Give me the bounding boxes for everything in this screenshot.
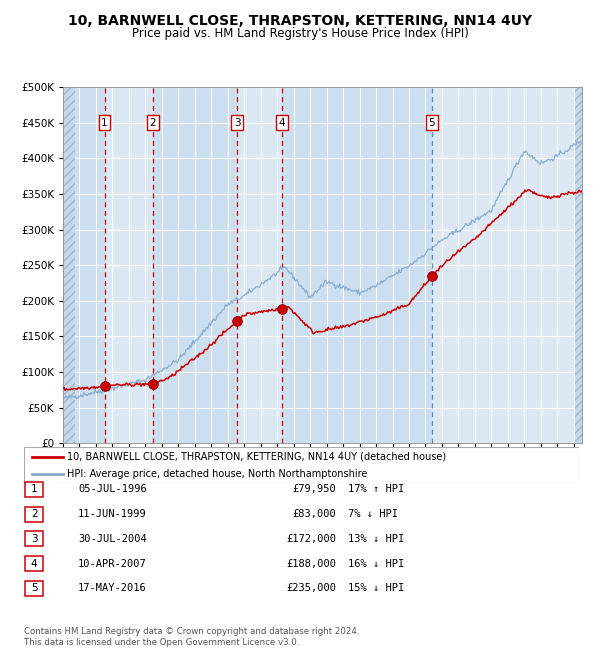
Text: 1: 1 [101,118,108,127]
Text: 16% ↓ HPI: 16% ↓ HPI [348,558,404,569]
Text: £83,000: £83,000 [292,509,336,519]
Text: 4: 4 [278,118,285,127]
FancyBboxPatch shape [25,556,43,571]
Bar [575,87,582,443]
Bar [238,87,281,443]
Bar [104,87,152,443]
FancyBboxPatch shape [25,506,43,522]
Text: 05-JUL-1996: 05-JUL-1996 [78,484,147,495]
Bar [152,87,238,443]
Text: 5: 5 [428,118,435,127]
Text: 15% ↓ HPI: 15% ↓ HPI [348,583,404,593]
Text: 4: 4 [31,558,38,569]
Bar [281,87,432,443]
FancyBboxPatch shape [24,447,579,484]
Text: 7% ↓ HPI: 7% ↓ HPI [348,509,398,519]
Text: 2: 2 [149,118,156,127]
Bar [74,87,104,443]
FancyBboxPatch shape [25,580,43,596]
Text: 13% ↓ HPI: 13% ↓ HPI [348,534,404,544]
Text: HPI: Average price, detached house, North Northamptonshire: HPI: Average price, detached house, Nort… [67,469,368,479]
Text: £79,950: £79,950 [292,484,336,495]
Text: 11-JUN-1999: 11-JUN-1999 [78,509,147,519]
FancyBboxPatch shape [25,531,43,547]
Bar [432,87,575,443]
Text: 1: 1 [31,484,38,495]
Text: 10, BARNWELL CLOSE, THRAPSTON, KETTERING, NN14 4UY (detached house): 10, BARNWELL CLOSE, THRAPSTON, KETTERING… [67,452,446,461]
Text: 17% ↑ HPI: 17% ↑ HPI [348,484,404,495]
Text: Price paid vs. HM Land Registry's House Price Index (HPI): Price paid vs. HM Land Registry's House … [131,27,469,40]
Text: £188,000: £188,000 [286,558,336,569]
Text: 10, BARNWELL CLOSE, THRAPSTON, KETTERING, NN14 4UY: 10, BARNWELL CLOSE, THRAPSTON, KETTERING… [68,14,532,29]
Text: £235,000: £235,000 [286,583,336,593]
Text: 17-MAY-2016: 17-MAY-2016 [78,583,147,593]
Text: 5: 5 [31,583,38,593]
Text: £172,000: £172,000 [286,534,336,544]
Bar [575,87,582,443]
Text: 2: 2 [31,509,38,519]
Text: 3: 3 [31,534,38,544]
Text: Contains HM Land Registry data © Crown copyright and database right 2024.
This d: Contains HM Land Registry data © Crown c… [24,627,359,647]
Bar [63,87,74,443]
Text: 10-APR-2007: 10-APR-2007 [78,558,147,569]
Text: 30-JUL-2004: 30-JUL-2004 [78,534,147,544]
FancyBboxPatch shape [25,482,43,497]
Text: 3: 3 [234,118,241,127]
Bar [63,87,74,443]
